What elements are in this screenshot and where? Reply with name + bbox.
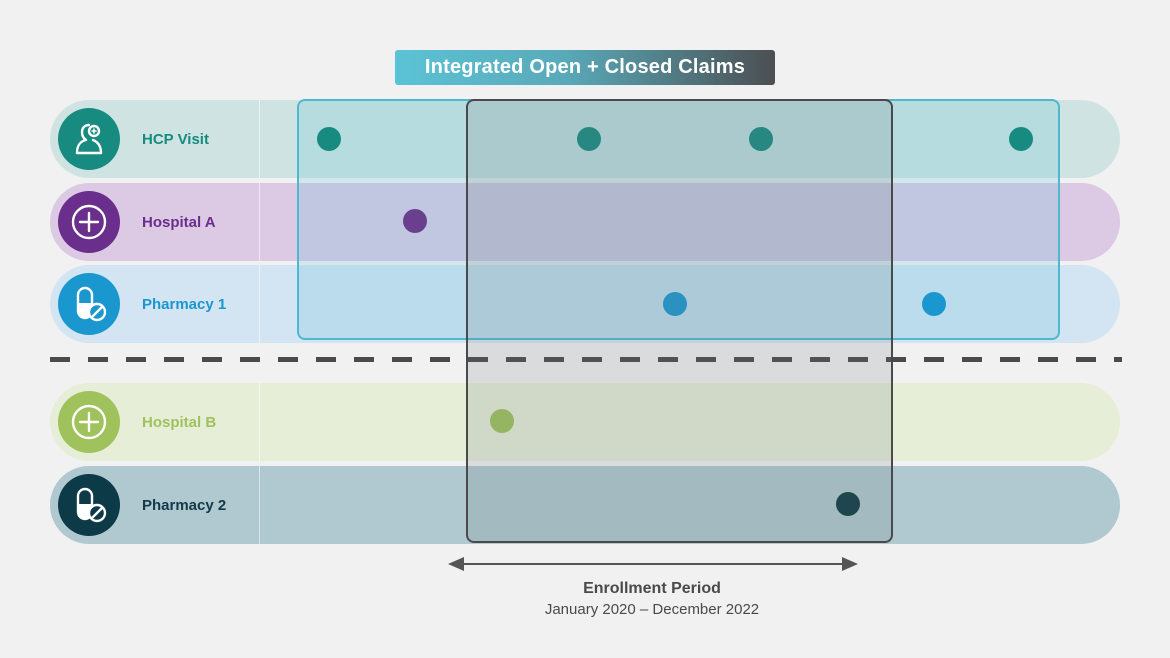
row-divider [259, 466, 260, 544]
event-dot [317, 127, 341, 151]
event-dot [749, 127, 773, 151]
enrollment-range: January 2020 – December 2022 [544, 601, 760, 618]
enrollment-title: Enrollment Period [583, 580, 721, 597]
pill-icon [58, 273, 120, 335]
event-dot [922, 292, 946, 316]
row-hospital-a: Hospital A [50, 183, 1120, 261]
open-closed-separator [50, 357, 1122, 362]
event-dot [663, 292, 687, 316]
row-divider [259, 183, 260, 261]
claims-banner: Integrated Open + Closed Claims [395, 50, 775, 85]
event-dot [1009, 127, 1033, 151]
plus-circle-icon [58, 191, 120, 253]
row-divider [259, 383, 260, 461]
enrollment-period-box [466, 99, 893, 543]
row-divider [259, 100, 260, 178]
row-hospital-b: Hospital B [50, 383, 1120, 461]
person-icon [58, 108, 120, 170]
row-pharmacy-2: Pharmacy 2 [50, 466, 1120, 544]
event-dot [490, 409, 514, 433]
row-label: Pharmacy 2 [142, 496, 227, 514]
event-dot [403, 209, 427, 233]
row-label: HCP Visit [142, 130, 209, 148]
plus-circle-icon [58, 391, 120, 453]
banner-title: Integrated Open + Closed Claims [424, 56, 746, 78]
row-label: Hospital B [142, 413, 217, 431]
row-label: Hospital A [142, 213, 216, 231]
event-dot [577, 127, 601, 151]
event-dot [836, 492, 860, 516]
pill-icon [58, 474, 120, 536]
row-label: Pharmacy 1 [142, 295, 227, 313]
row-divider [259, 265, 260, 343]
